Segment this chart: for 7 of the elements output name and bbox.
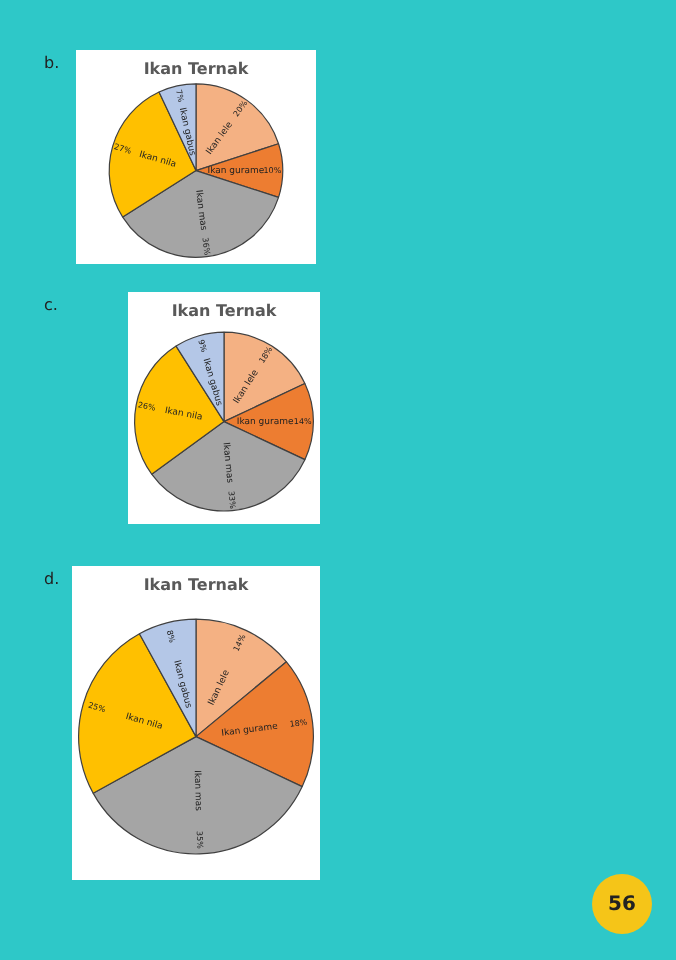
chart-title: Ikan Ternak [143, 575, 250, 594]
text: 56 [592, 874, 652, 934]
text: c. [44, 296, 58, 314]
chart-title: Ikan Ternak [143, 59, 250, 78]
chart-title: Ikan Ternak [171, 301, 278, 320]
text: b. [44, 54, 60, 72]
text: d. [44, 570, 60, 588]
